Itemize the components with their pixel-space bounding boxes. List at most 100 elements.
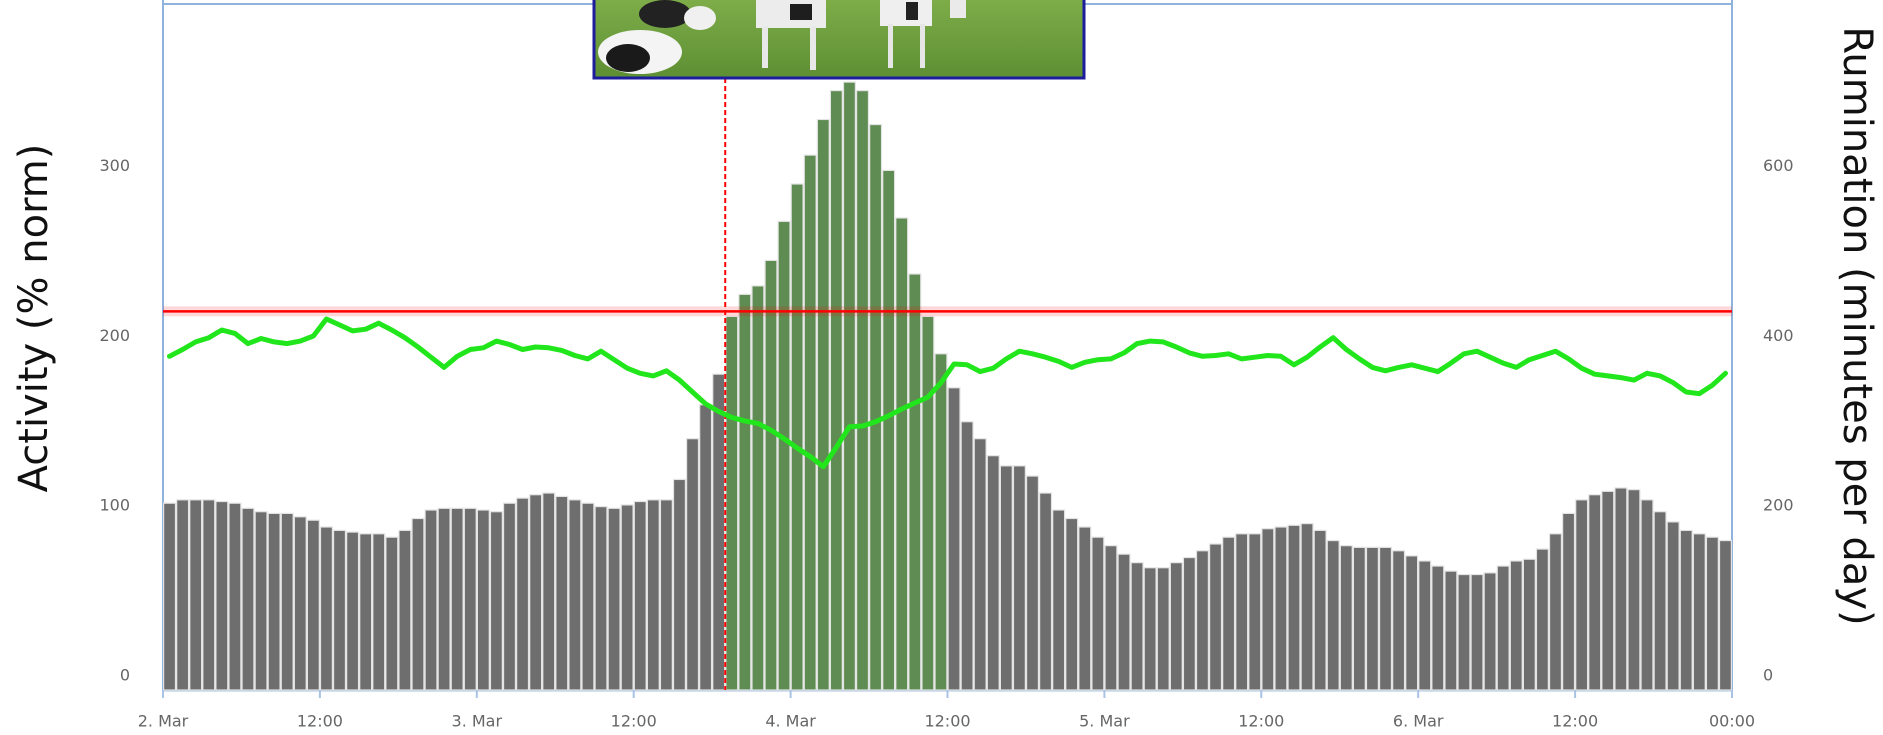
x-tick-label: 12:00 <box>924 712 970 731</box>
bar <box>437 507 451 691</box>
bar <box>764 259 778 691</box>
bar <box>1575 499 1589 691</box>
bar <box>1601 490 1615 691</box>
bar <box>947 387 961 691</box>
bar <box>803 154 817 691</box>
bar <box>1444 570 1458 691</box>
bar <box>1705 536 1719 691</box>
bar <box>751 285 765 691</box>
bar <box>424 509 438 691</box>
bar <box>895 217 909 691</box>
bar <box>1666 521 1680 691</box>
bar <box>202 499 216 691</box>
bar <box>1352 546 1366 691</box>
bar <box>1169 562 1183 691</box>
bar <box>685 438 700 691</box>
bar <box>921 315 935 691</box>
bar <box>1313 529 1327 691</box>
x-tick-label: 12:00 <box>611 712 657 731</box>
bar <box>1640 499 1654 691</box>
bar <box>1496 565 1510 691</box>
bar <box>254 511 268 691</box>
bar <box>529 494 543 691</box>
x-tick-label: 3. Mar <box>452 712 503 731</box>
bar <box>385 536 399 691</box>
bar <box>1248 533 1262 691</box>
bar <box>1012 465 1026 691</box>
bar <box>1457 573 1471 691</box>
bar <box>1052 509 1066 691</box>
bar <box>869 123 883 691</box>
bar <box>1562 512 1576 691</box>
rumination-line <box>167 316 1728 470</box>
bar <box>1156 567 1170 691</box>
y2-tick-label: 0 <box>1763 666 1773 685</box>
y-tick-label: 200 <box>99 326 130 345</box>
bar <box>960 421 974 691</box>
bar <box>1679 529 1693 691</box>
bar <box>332 529 347 691</box>
bar <box>581 502 595 691</box>
x-tick-label: 12:00 <box>1238 712 1284 731</box>
bar <box>829 89 843 691</box>
y2-tick-label: 400 <box>1763 326 1794 345</box>
bar <box>398 529 412 691</box>
bar <box>607 507 621 691</box>
bar <box>672 478 687 691</box>
bar <box>646 499 660 691</box>
bar <box>934 353 948 691</box>
bar <box>699 404 713 691</box>
bar <box>986 455 1000 691</box>
y2-axis-title: Rumination (minutes per day) <box>1834 26 1880 625</box>
x-tick-label: 4. Mar <box>765 712 816 731</box>
bar <box>228 502 242 691</box>
bar <box>346 531 360 691</box>
bar <box>1208 543 1223 691</box>
bar <box>1235 533 1249 691</box>
cow-photo <box>592 0 1086 80</box>
bar <box>999 465 1013 691</box>
bar <box>1274 526 1288 691</box>
bar <box>620 504 634 691</box>
bar <box>1195 550 1210 691</box>
bar <box>1078 526 1092 691</box>
y2-tick-label: 200 <box>1763 496 1794 515</box>
bar <box>241 507 255 691</box>
bar <box>777 220 791 691</box>
bar <box>1222 536 1236 691</box>
bar <box>1692 533 1706 691</box>
x-tick-label: 5. Mar <box>1079 712 1130 731</box>
bar <box>712 373 726 691</box>
bar <box>502 502 517 691</box>
bar <box>1365 546 1379 691</box>
bar <box>516 497 530 691</box>
bar <box>1535 548 1549 691</box>
bar <box>319 526 333 691</box>
bar <box>855 89 870 691</box>
bar <box>542 492 556 691</box>
bar <box>1378 546 1393 691</box>
bar <box>1614 487 1628 691</box>
bar <box>359 533 373 691</box>
bar <box>882 169 896 691</box>
bar <box>816 118 830 691</box>
bar <box>1025 475 1040 691</box>
bar <box>280 512 294 691</box>
bar <box>1509 560 1523 691</box>
bar <box>1522 558 1536 691</box>
bar <box>267 512 281 691</box>
y-axis-title: Activity (% norm) <box>11 144 57 493</box>
bar <box>1418 560 1432 691</box>
bar <box>306 519 320 691</box>
bar <box>594 506 608 691</box>
bar <box>372 533 386 691</box>
bar <box>1091 536 1105 691</box>
bar <box>633 500 647 691</box>
lines-layer <box>163 78 1732 690</box>
labels-layer: 0 100 200 300 0 200 400 600 2. Mar 12:00 3. Mar 12:… <box>99 156 1793 730</box>
bar <box>1588 494 1602 691</box>
bar <box>659 499 673 691</box>
bar <box>908 273 922 691</box>
bar <box>1653 511 1667 691</box>
